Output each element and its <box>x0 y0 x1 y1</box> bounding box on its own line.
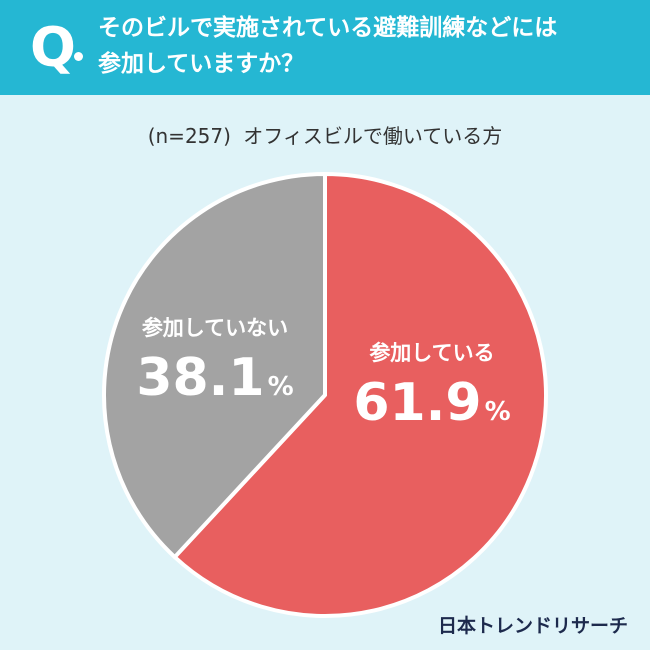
sample-size-label: (n=257) <box>147 124 231 148</box>
sample-description: (n=257) オフィスビルで働いている方 <box>0 120 650 149</box>
question-line-2: 参加していますか？ <box>98 51 305 77</box>
question-q-letter: Q <box>30 16 76 79</box>
pie-value-not-participating: 38.1% <box>136 348 293 408</box>
question-line-1: そのビルで実施されている避難訓練などには <box>98 15 558 41</box>
question-q-dot <box>74 52 83 61</box>
pie-value-participating: 61.9% <box>353 373 510 433</box>
pie-label-not-participating: 参加していない <box>142 316 288 340</box>
question-header: Q そのビルで実施されている避難訓練などには 参加していますか？ <box>0 0 650 95</box>
pie-slice-not-participating <box>102 172 327 560</box>
brand-logo-text: 日本トレンドリサーチ <box>437 615 628 637</box>
pie-slice-participating <box>172 172 548 618</box>
sample-group-label: オフィスビルで働いている方 <box>243 124 503 148</box>
question-text: そのビルで実施されている避難訓練などには 参加していますか？ <box>98 10 628 82</box>
pie-label-participating: 参加している <box>369 341 494 365</box>
